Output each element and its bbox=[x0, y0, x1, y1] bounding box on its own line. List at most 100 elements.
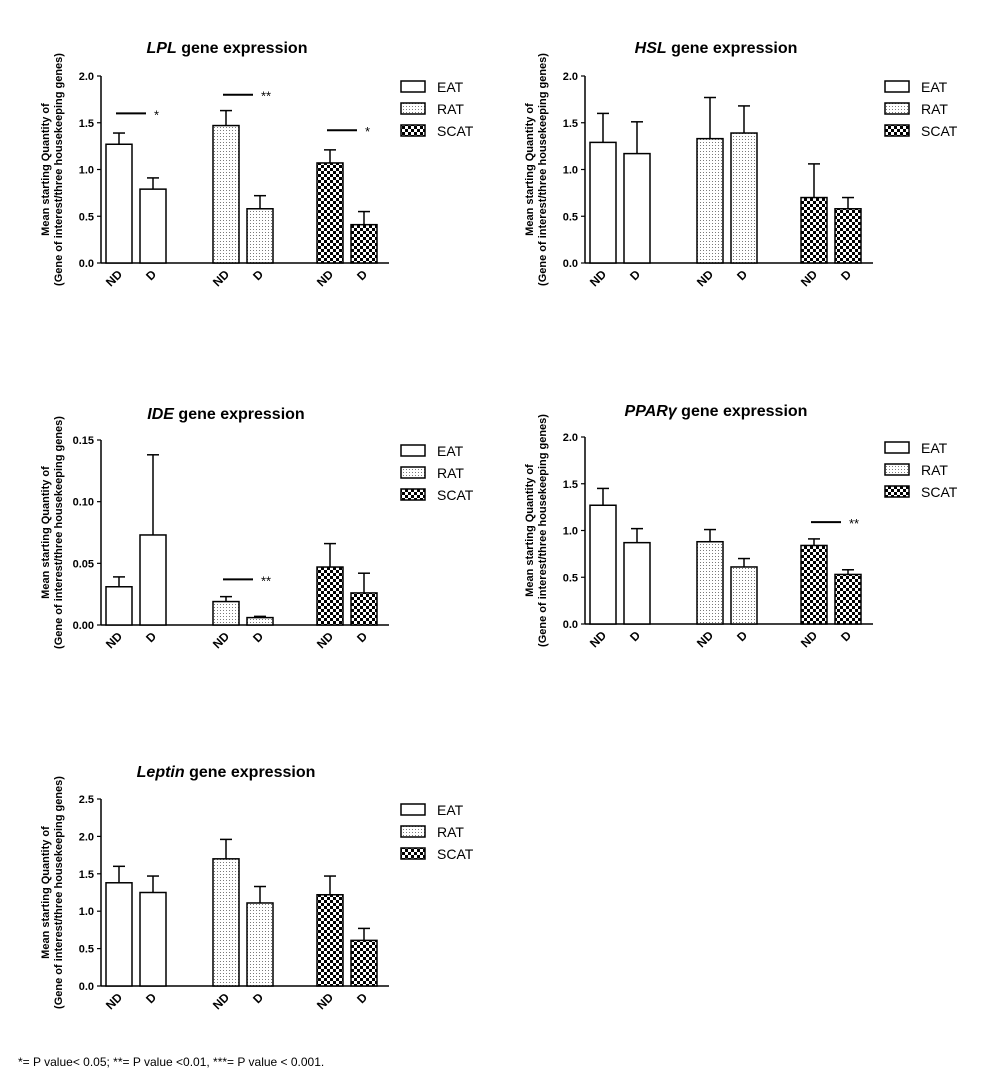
y-tick-label: 1.5 bbox=[563, 118, 578, 130]
chart-panel: PPARγ gene expression Mean starting Quant… bbox=[524, 403, 958, 650]
y-tick-label: 0.00 bbox=[73, 620, 94, 632]
legend-label-rat: RAT bbox=[437, 101, 464, 117]
bar-rat-d bbox=[730, 566, 758, 625]
bar-eat-d bbox=[623, 541, 651, 625]
y-tick-label: 1.5 bbox=[79, 869, 94, 881]
legend-label-rat: RAT bbox=[921, 462, 948, 478]
x-tick-label: D bbox=[838, 628, 854, 644]
y-tick-label: 0.5 bbox=[79, 211, 94, 223]
bar-rat-d bbox=[246, 616, 274, 626]
x-tick-label: ND bbox=[314, 267, 336, 289]
x-tick-label: ND bbox=[314, 990, 336, 1012]
bar-scat-d bbox=[350, 592, 378, 626]
bar-scat-nd bbox=[316, 162, 344, 264]
bar-eat-nd bbox=[105, 586, 133, 626]
legend-swatch-eat bbox=[400, 444, 426, 457]
y-tick-label: 0.10 bbox=[73, 497, 94, 509]
significance-label: ** bbox=[261, 89, 271, 104]
x-tick-label: D bbox=[250, 629, 266, 645]
chart-title: LPL gene expression bbox=[147, 40, 308, 57]
y-tick-label: 2.0 bbox=[563, 432, 578, 444]
x-tick-label: ND bbox=[694, 267, 716, 289]
bar-scat-nd bbox=[800, 196, 828, 264]
legend-label-eat: EAT bbox=[437, 443, 464, 459]
x-tick-label: D bbox=[627, 628, 643, 644]
x-tick-label: D bbox=[734, 628, 750, 644]
legend-label-rat: RAT bbox=[921, 101, 948, 117]
bar-rat-d bbox=[730, 132, 758, 264]
footnote: *= P value< 0.05; **= P value <0.01, ***… bbox=[18, 1055, 325, 1069]
x-tick-label: ND bbox=[103, 990, 125, 1012]
chart-title: HSL gene expression bbox=[635, 40, 798, 57]
bar-eat-d bbox=[139, 891, 167, 987]
legend-swatch-eat bbox=[400, 803, 426, 816]
bar-rat-nd bbox=[696, 540, 724, 625]
legend-swatch-rat bbox=[400, 825, 426, 838]
x-tick-label: D bbox=[250, 990, 266, 1006]
y-tick-label: 0.0 bbox=[563, 258, 578, 270]
x-tick-label: D bbox=[838, 267, 854, 283]
x-tick-label: D bbox=[143, 629, 159, 645]
bar-rat-nd bbox=[212, 600, 240, 626]
y-tick-label: 2.0 bbox=[79, 71, 94, 83]
x-tick-label: ND bbox=[587, 628, 609, 650]
x-tick-label: D bbox=[143, 990, 159, 1006]
chart-panel: Leptin gene expression Mean starting Quan… bbox=[40, 764, 474, 1012]
legend-swatch-scat bbox=[884, 485, 910, 498]
y-tick-label: 1.0 bbox=[79, 165, 94, 177]
bar-scat-nd bbox=[800, 544, 828, 625]
bar-rat-nd bbox=[696, 137, 724, 264]
legend-swatch-scat bbox=[400, 124, 426, 137]
y-tick-label: 2.0 bbox=[563, 71, 578, 83]
y-axis-label: Mean starting Quantity of(Gene of intere… bbox=[40, 776, 65, 1009]
x-tick-label: ND bbox=[210, 629, 232, 651]
legend-label-eat: EAT bbox=[437, 79, 464, 95]
y-tick-label: 1.0 bbox=[79, 906, 94, 918]
legend-label-eat: EAT bbox=[921, 79, 948, 95]
significance-label: * bbox=[365, 124, 370, 139]
legend-label-eat: EAT bbox=[921, 440, 948, 456]
bar-eat-nd bbox=[105, 882, 133, 987]
legend-swatch-scat bbox=[400, 488, 426, 501]
x-tick-label: D bbox=[250, 267, 266, 283]
legend-label-rat: RAT bbox=[437, 465, 464, 481]
chart-title: IDE gene expression bbox=[147, 406, 304, 423]
legend-swatch-scat bbox=[400, 847, 426, 860]
bar-eat-nd bbox=[589, 141, 617, 264]
significance-label: ** bbox=[849, 516, 859, 531]
bar-scat-d bbox=[834, 573, 862, 625]
bar-rat-d bbox=[246, 902, 274, 987]
y-axis-label: Mean starting Quantity of(Gene of intere… bbox=[40, 53, 65, 286]
x-tick-label: ND bbox=[210, 267, 232, 289]
legend-label-scat: SCAT bbox=[921, 484, 958, 500]
legend-label-scat: SCAT bbox=[437, 487, 474, 503]
legend-swatch-eat bbox=[884, 80, 910, 93]
legend-label-scat: SCAT bbox=[437, 846, 474, 862]
chart-title: Leptin gene expression bbox=[137, 764, 316, 781]
legend-swatch-rat bbox=[400, 102, 426, 115]
x-tick-label: ND bbox=[798, 267, 820, 289]
y-tick-label: 1.0 bbox=[563, 526, 578, 538]
x-tick-label: ND bbox=[210, 990, 232, 1012]
y-tick-label: 0.0 bbox=[79, 258, 94, 270]
x-tick-label: D bbox=[143, 267, 159, 283]
chart-panel: LPL gene expression Mean starting Quantit… bbox=[40, 40, 474, 289]
y-tick-label: 1.5 bbox=[563, 479, 578, 491]
bar-eat-nd bbox=[105, 143, 133, 264]
bar-scat-nd bbox=[316, 893, 344, 987]
x-tick-label: ND bbox=[314, 629, 336, 651]
legend-label-eat: EAT bbox=[437, 802, 464, 818]
y-axis-label: Mean starting Quantity of(Gene of intere… bbox=[40, 416, 65, 649]
x-tick-label: ND bbox=[694, 628, 716, 650]
legend-swatch-scat bbox=[884, 124, 910, 137]
legend-label-scat: SCAT bbox=[437, 123, 474, 139]
bar-eat-d bbox=[139, 534, 167, 626]
chart-panel: IDE gene expression Mean starting Quantit… bbox=[40, 406, 474, 651]
y-axis-label: Mean starting Quantity of(Gene of intere… bbox=[524, 414, 549, 647]
x-tick-label: ND bbox=[587, 267, 609, 289]
x-tick-label: ND bbox=[103, 629, 125, 651]
x-tick-label: D bbox=[354, 990, 370, 1006]
x-tick-label: D bbox=[354, 629, 370, 645]
bar-scat-nd bbox=[316, 566, 344, 626]
